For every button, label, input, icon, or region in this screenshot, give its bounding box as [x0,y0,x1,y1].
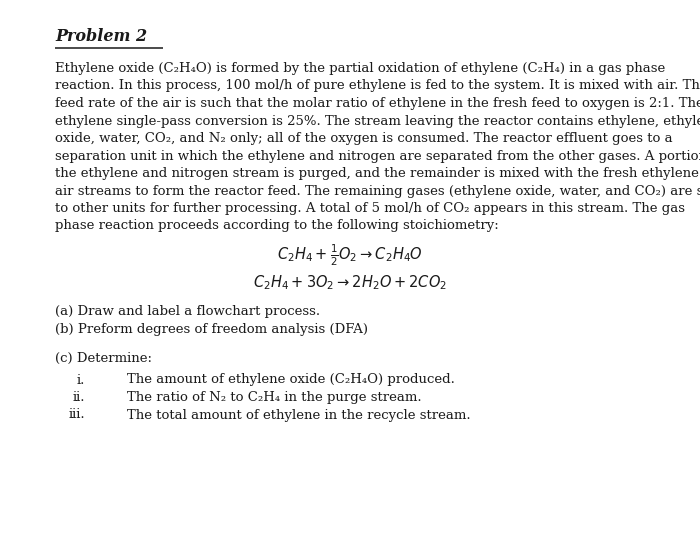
Text: The total amount of ethylene in the recycle stream.: The total amount of ethylene in the recy… [127,408,470,422]
Text: to other units for further processing. A total of 5 mol/h of CO₂ appears in this: to other units for further processing. A… [55,202,685,215]
Text: ii.: ii. [73,391,85,404]
Text: feed rate of the air is such that the molar ratio of ethylene in the fresh feed : feed rate of the air is such that the mo… [55,97,700,110]
Text: i.: i. [76,374,85,386]
Text: (a) Draw and label a flowchart process.: (a) Draw and label a flowchart process. [55,305,320,318]
Text: The ratio of N₂ to C₂H₄ in the purge stream.: The ratio of N₂ to C₂H₄ in the purge str… [127,391,421,404]
Text: (c) Determine:: (c) Determine: [55,352,152,365]
Text: the ethylene and nitrogen stream is purged, and the remainder is mixed with the : the ethylene and nitrogen stream is purg… [55,167,700,180]
Text: ethylene single-pass conversion is 25%. The stream leaving the reactor contains : ethylene single-pass conversion is 25%. … [55,114,700,128]
Text: air streams to form the reactor feed. The remaining gases (ethylene oxide, water: air streams to form the reactor feed. Th… [55,184,700,198]
Text: iii.: iii. [69,408,85,422]
Text: Problem 2: Problem 2 [55,28,147,45]
Text: oxide, water, CO₂, and N₂ only; all of the oxygen is consumed. The reactor efflu: oxide, water, CO₂, and N₂ only; all of t… [55,132,673,145]
Text: separation unit in which the ethylene and nitrogen are separated from the other : separation unit in which the ethylene an… [55,150,700,162]
Text: Ethylene oxide (C₂H₄O) is formed by the partial oxidation of ethylene (C₂H₄) in : Ethylene oxide (C₂H₄O) is formed by the … [55,62,665,75]
Text: The amount of ethylene oxide (C₂H₄O) produced.: The amount of ethylene oxide (C₂H₄O) pro… [127,374,455,386]
Text: phase reaction proceeds according to the following stoichiometry:: phase reaction proceeds according to the… [55,220,498,232]
Text: $C_2H_4 + 3O_2 \rightarrow 2H_2O + 2CO_2$: $C_2H_4 + 3O_2 \rightarrow 2H_2O + 2CO_2… [253,273,447,292]
Text: (b) Preform degrees of freedom analysis (DFA): (b) Preform degrees of freedom analysis … [55,323,368,335]
Text: reaction. In this process, 100 mol/h of pure ethylene is fed to the system. It i: reaction. In this process, 100 mol/h of … [55,80,700,92]
Text: $C_2H_4 + \frac{1}{2}O_2 \rightarrow C_2H_4O$: $C_2H_4 + \frac{1}{2}O_2 \rightarrow C_2… [277,243,423,268]
